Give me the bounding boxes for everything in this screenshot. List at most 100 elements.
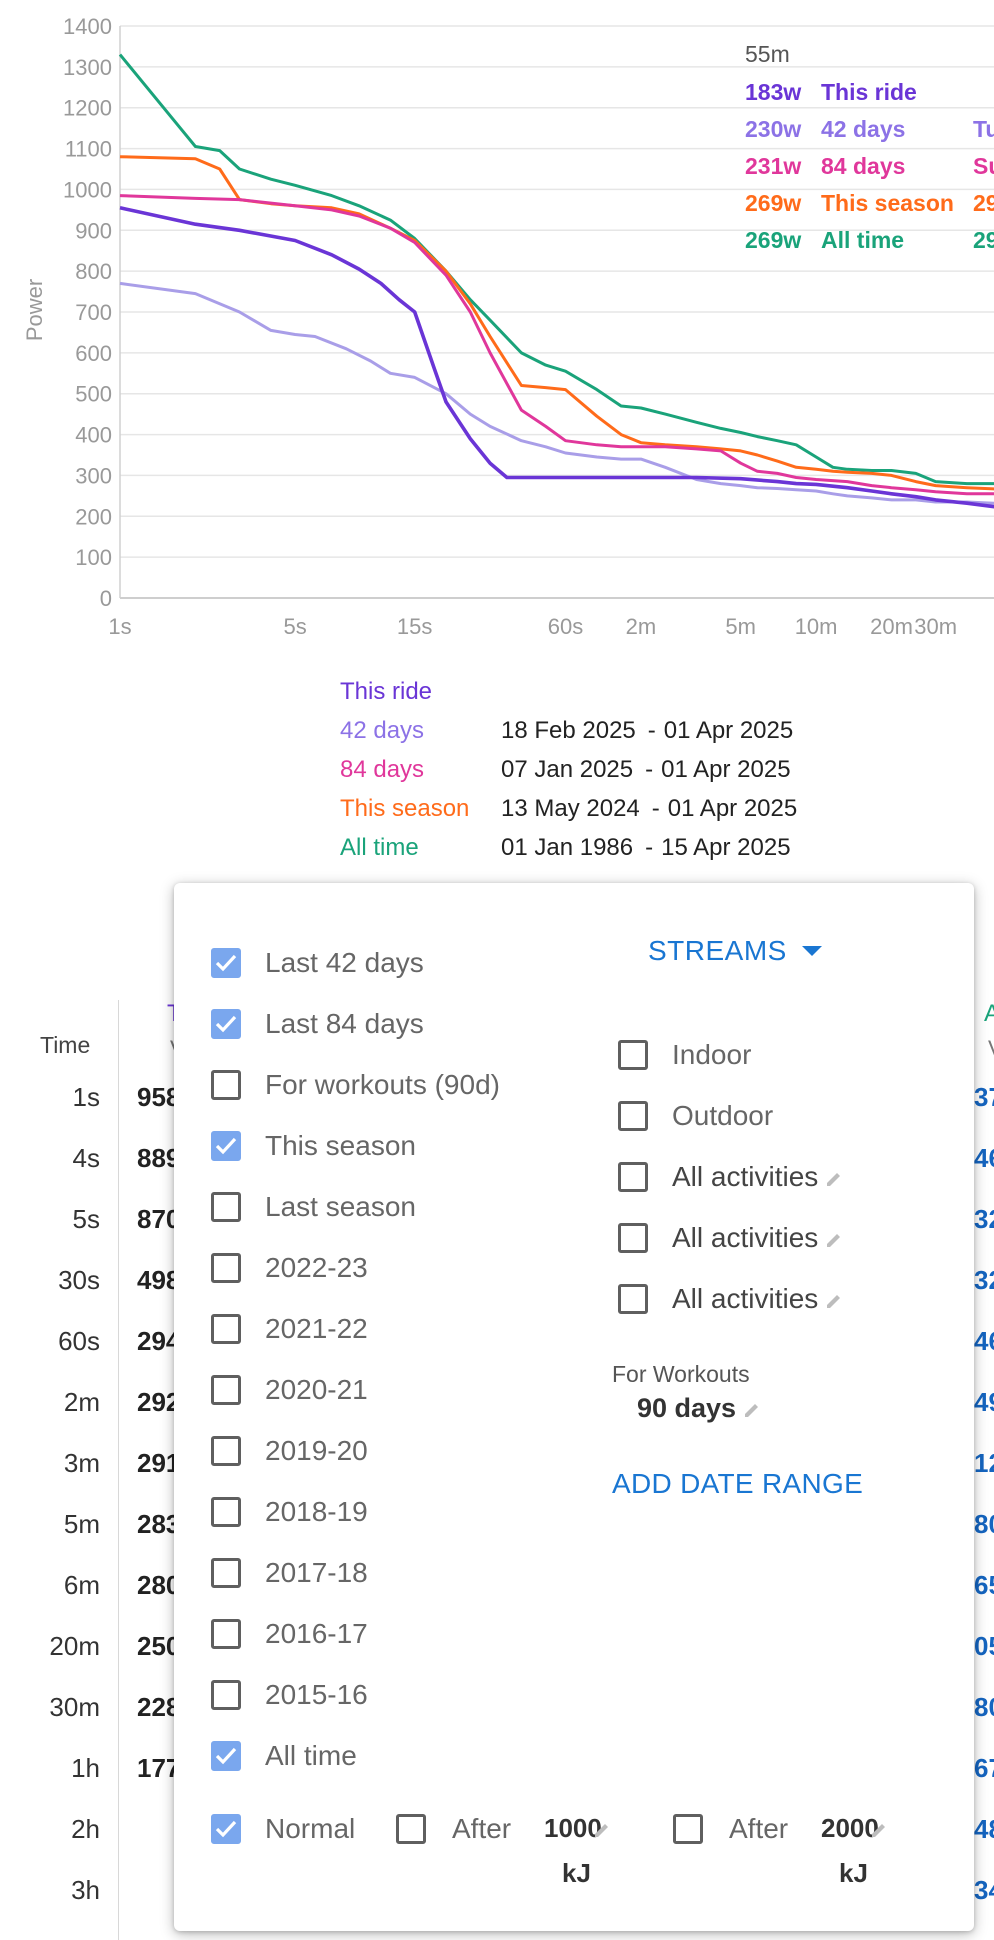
- pencil-icon[interactable]: [824, 1230, 844, 1250]
- range-checkbox[interactable]: [211, 1375, 241, 1405]
- row-right-value[interactable]: 37: [974, 1082, 994, 1112]
- after-2000-checkbox[interactable]: [673, 1814, 703, 1844]
- table-row: 2h 48: [0, 1809, 994, 1849]
- stream-filter-option[interactable]: All activities: [618, 1279, 844, 1319]
- x-tick-label: 10m: [795, 614, 838, 639]
- series-line-84-days[interactable]: [119, 194, 994, 496]
- legend-date-range: 18 Feb 2025-01 Apr 2025: [501, 711, 793, 750]
- workouts-days-value[interactable]: 90 days: [637, 1393, 762, 1424]
- row-value[interactable]: 958: [137, 1082, 181, 1112]
- range-checkbox[interactable]: [211, 1558, 241, 1588]
- range-option[interactable]: Last 84 days: [211, 1004, 424, 1044]
- row-value[interactable]: 283: [137, 1509, 181, 1539]
- filter-checkbox[interactable]: [618, 1223, 648, 1253]
- row-right-value[interactable]: 12: [974, 1448, 994, 1478]
- row-right-value[interactable]: 49: [974, 1387, 994, 1417]
- after-2000-checkbox-item[interactable]: After: [673, 1809, 788, 1849]
- range-option[interactable]: For workouts (90d): [211, 1065, 500, 1105]
- row-right-value[interactable]: 65: [974, 1570, 994, 1600]
- range-option[interactable]: 2019-20: [211, 1431, 368, 1471]
- range-option[interactable]: This season: [211, 1126, 416, 1166]
- workouts-days-text: 90 days: [637, 1393, 737, 1423]
- after-1000-checkbox[interactable]: [396, 1814, 426, 1844]
- after-1000-checkbox-item[interactable]: After: [396, 1809, 511, 1849]
- pencil-icon[interactable]: [592, 1820, 612, 1840]
- row-value[interactable]: 294: [137, 1326, 181, 1356]
- range-checkbox[interactable]: [211, 1497, 241, 1527]
- range-checkbox[interactable]: [211, 1070, 241, 1100]
- row-right-value[interactable]: 46: [974, 1143, 994, 1173]
- streams-dropdown-button[interactable]: STREAMS: [648, 935, 823, 967]
- filter-checkbox[interactable]: [618, 1040, 648, 1070]
- range-checkbox[interactable]: [211, 1436, 241, 1466]
- row-right-value[interactable]: 80: [974, 1692, 994, 1722]
- filter-checkbox[interactable]: [618, 1101, 648, 1131]
- pencil-icon[interactable]: [824, 1169, 844, 1189]
- pencil-icon[interactable]: [869, 1820, 889, 1840]
- range-label: 2018-19: [265, 1496, 368, 1527]
- row-right-value[interactable]: 05: [974, 1631, 994, 1661]
- stream-filter-option[interactable]: Outdoor: [618, 1096, 773, 1136]
- range-label: 2019-20: [265, 1435, 368, 1466]
- row-time: 3h: [71, 1875, 100, 1905]
- row-time: 3m: [63, 1448, 100, 1478]
- range-option[interactable]: 2020-21: [211, 1370, 368, 1410]
- stream-filter-option[interactable]: All activities: [618, 1218, 844, 1258]
- normal-checkbox[interactable]: [211, 1814, 241, 1844]
- range-option[interactable]: Last season: [211, 1187, 416, 1227]
- range-checkbox[interactable]: [211, 1314, 241, 1344]
- range-checkbox[interactable]: [211, 1619, 241, 1649]
- row-value[interactable]: 177: [137, 1753, 181, 1783]
- row-right-value[interactable]: 80: [974, 1509, 994, 1539]
- series-line-all-time[interactable]: [118, 53, 994, 486]
- range-checkbox[interactable]: [211, 1680, 241, 1710]
- pencil-icon[interactable]: [824, 1291, 844, 1311]
- range-checkbox[interactable]: [211, 1009, 241, 1039]
- row-right-value[interactable]: 67: [974, 1753, 994, 1783]
- range-option[interactable]: 2017-18: [211, 1553, 368, 1593]
- range-option[interactable]: All time: [211, 1736, 357, 1776]
- row-value[interactable]: 228: [137, 1692, 181, 1722]
- row-value[interactable]: 889: [137, 1143, 181, 1173]
- chart-grid: [119, 25, 994, 599]
- series-line-this-season[interactable]: [119, 155, 994, 492]
- range-checkbox[interactable]: [211, 1253, 241, 1283]
- add-date-range-button[interactable]: ADD DATE RANGE: [612, 1468, 864, 1499]
- row-value[interactable]: 870: [137, 1204, 181, 1234]
- pencil-icon[interactable]: [742, 1400, 762, 1420]
- range-option[interactable]: 2021-22: [211, 1309, 368, 1349]
- stream-filter-option[interactable]: All activities: [618, 1157, 844, 1197]
- row-right-value[interactable]: 34: [974, 1875, 994, 1905]
- row-right-value[interactable]: 32: [974, 1265, 994, 1295]
- range-checkbox[interactable]: [211, 1131, 241, 1161]
- after-1000-value[interactable]: 1000: [544, 1813, 612, 1844]
- row-right-value[interactable]: 32: [974, 1204, 994, 1234]
- series-line-this-ride[interactable]: [119, 206, 994, 517]
- range-option[interactable]: 2018-19: [211, 1492, 368, 1532]
- range-option[interactable]: 2016-17: [211, 1614, 368, 1654]
- range-option[interactable]: 2015-16: [211, 1675, 368, 1715]
- range-checkbox[interactable]: [211, 948, 241, 978]
- row-time: 5s: [72, 1204, 100, 1234]
- row-right-value[interactable]: 46: [974, 1326, 994, 1356]
- range-option[interactable]: 2022-23: [211, 1248, 368, 1288]
- filter-label: All activities: [672, 1283, 844, 1315]
- normal-checkbox-item[interactable]: Normal: [211, 1809, 355, 1849]
- filter-checkbox[interactable]: [618, 1162, 648, 1192]
- row-value[interactable]: 292: [137, 1387, 181, 1417]
- row-value[interactable]: 280: [137, 1570, 181, 1600]
- row-right-value[interactable]: 48: [974, 1814, 994, 1844]
- row-value[interactable]: 250: [137, 1631, 181, 1661]
- range-checkbox[interactable]: [211, 1192, 241, 1222]
- legend-name: All time: [340, 834, 419, 861]
- row-value[interactable]: 498: [137, 1265, 181, 1295]
- series-line-42-days[interactable]: [119, 281, 994, 505]
- legend-row: This season 13 May 2024-01 Apr 2025: [340, 789, 797, 828]
- filter-checkbox[interactable]: [618, 1284, 648, 1314]
- range-option[interactable]: Last 42 days: [211, 943, 424, 983]
- stream-filter-option[interactable]: Indoor: [618, 1035, 751, 1075]
- power-curve-chart[interactable]: 0 100 200 300 400 500 600 700 800 900 1000 1100 1200…: [0, 0, 994, 660]
- after-2000-value[interactable]: 2000: [821, 1813, 889, 1844]
- row-value[interactable]: 291: [137, 1448, 181, 1478]
- range-checkbox[interactable]: [211, 1741, 241, 1771]
